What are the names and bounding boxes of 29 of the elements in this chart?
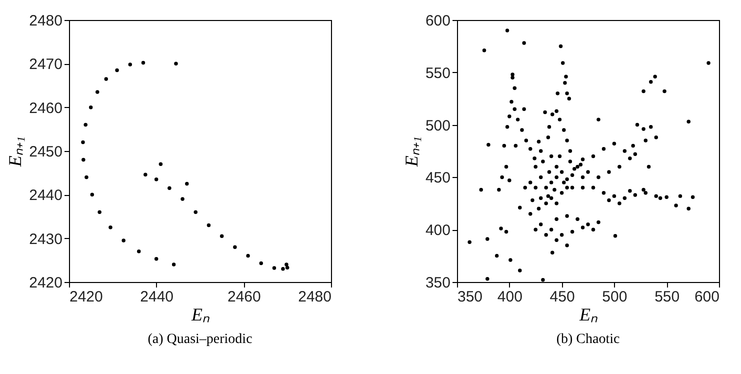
y-axis-title: Eₙ₊₁ [5,136,26,168]
y-tick-label: 2470 [29,56,62,74]
x-tick-label: 550 [654,288,680,306]
y-tick-label: 450 [425,170,450,187]
y-tick-label: 2440 [29,187,62,204]
y-axis-title: Eₙ₊₁ [401,136,422,168]
x-tick-label: 2420 [70,288,103,306]
x-axis-title: Eₙ [190,304,210,324]
y-tick-label: 2460 [29,100,62,117]
x-tick-label: 500 [602,288,628,306]
x-tick-label: 2460 [227,288,261,306]
y-tick-label: 2450 [29,144,62,160]
x-tick-label: 600 [694,288,720,306]
x-tick-label: 350 [458,288,483,306]
x-axis-title: Eₙ [578,304,598,324]
x-tick-label: 450 [550,288,575,306]
y-tick-label: 550 [425,64,450,82]
x-tick-label: 2480 [298,288,332,306]
y-tick-label: 2430 [29,230,62,248]
y-tick-label: 350 [425,274,450,292]
y-tick-label: 400 [425,222,450,240]
y-tick-label: 2420 [29,274,62,292]
y-tick-label: 500 [425,117,450,134]
x-tick-label: 2440 [140,288,174,306]
x-tick-label: 400 [497,288,522,306]
y-tick-label: 2480 [29,12,62,30]
y-tick-label: 600 [425,12,450,30]
text: (b) Chaotic [556,332,620,347]
text: (a) Quasi–periodic [148,332,252,347]
